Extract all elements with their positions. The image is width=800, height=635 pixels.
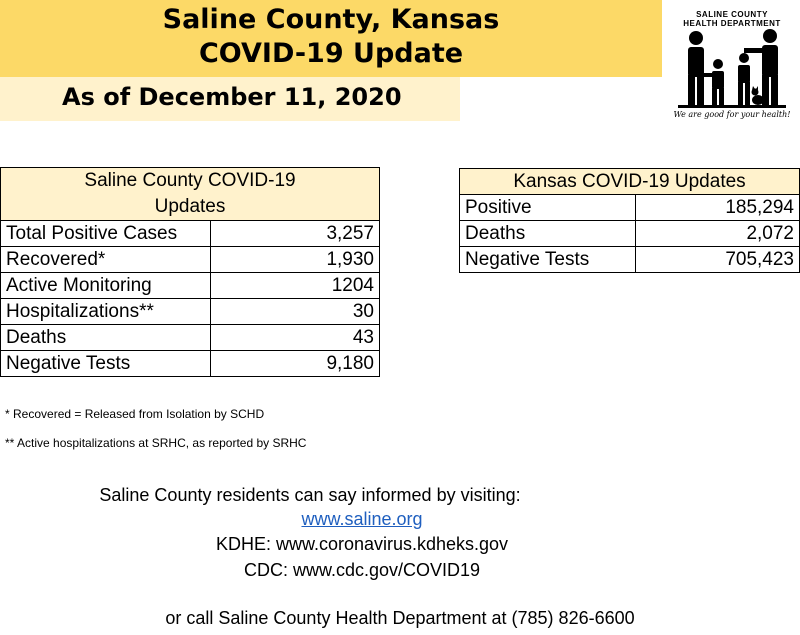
title-banner [0, 0, 662, 77]
info-intro: Saline County residents can say informed… [99, 485, 521, 505]
row-label: Positive [459, 194, 636, 221]
saline-website-link[interactable]: www.saline.org [301, 509, 423, 529]
logo-title-line1: SALINE COUNTY [696, 10, 768, 19]
table-row: Positive 185,294 [459, 194, 800, 221]
logo-title-line2: HEALTH DEPARTMENT [683, 19, 781, 28]
row-value: 2,072 [635, 220, 800, 247]
footnote-hospitalizations: ** Active hospitalizations at SRHC, as r… [5, 436, 307, 450]
health-department-logo: SALINE COUNTY HEALTH DEPARTMENT We are g… [668, 4, 796, 126]
logo-tagline: We are good for your health! [673, 110, 791, 119]
footnote-recovered: * Recovered = Released from Isolation by… [5, 407, 265, 421]
update-date: As of December 11, 2020 [62, 83, 402, 111]
row-label: Active Monitoring [0, 272, 211, 299]
saline-header-line2: Updates [154, 196, 226, 217]
saline-link-row: www.saline.org [0, 509, 762, 530]
table-header-row: Kansas COVID-19 Updates [459, 168, 800, 195]
table-row: Deaths 43 [0, 324, 380, 351]
page-subtitle: COVID-19 Update [198, 38, 464, 69]
saline-header-line1: Saline County COVID-19 [84, 170, 296, 191]
row-value: 9,180 [210, 350, 380, 377]
table-row: Negative Tests 705,423 [459, 246, 800, 273]
cdc-info: CDC: www.cdc.gov/COVID19 [243, 560, 481, 580]
kdhe-info: KDHE: www.coronavirus.kdheks.gov [215, 534, 509, 554]
row-label: Deaths [0, 324, 211, 351]
row-value: 43 [210, 324, 380, 351]
row-value: 3,257 [210, 220, 380, 247]
row-value: 1204 [210, 272, 380, 299]
row-label: Recovered* [0, 246, 211, 273]
row-label: Deaths [459, 220, 636, 247]
table-row: Negative Tests 9,180 [0, 350, 380, 377]
table-header-row: Saline County COVID-19 Updates [0, 167, 380, 221]
row-value: 30 [210, 298, 380, 325]
table-row: Active Monitoring 1204 [0, 272, 380, 299]
family-icon [678, 29, 786, 108]
row-value: 185,294 [635, 194, 800, 221]
row-label: Hospitalizations** [0, 298, 211, 325]
row-value: 705,423 [635, 246, 800, 273]
table-row: Hospitalizations** 30 [0, 298, 380, 325]
kansas-table: Kansas COVID-19 Updates Positive 185,294… [459, 168, 800, 273]
row-label: Total Positive Cases [0, 220, 211, 247]
table-row: Total Positive Cases 3,257 [0, 220, 380, 247]
saline-county-table: Saline County COVID-19 Updates Total Pos… [0, 167, 380, 377]
row-label: Negative Tests [459, 246, 636, 273]
phone-info: or call Saline County Health Department … [165, 608, 635, 628]
row-value: 1,930 [210, 246, 380, 273]
kansas-table-header: Kansas COVID-19 Updates [459, 168, 800, 195]
table-row: Recovered* 1,930 [0, 246, 380, 273]
date-banner [0, 77, 460, 121]
row-label: Negative Tests [0, 350, 211, 377]
page-title: Saline County, Kansas [162, 4, 500, 35]
saline-table-header: Saline County COVID-19 Updates [0, 167, 380, 221]
table-row: Deaths 2,072 [459, 220, 800, 247]
